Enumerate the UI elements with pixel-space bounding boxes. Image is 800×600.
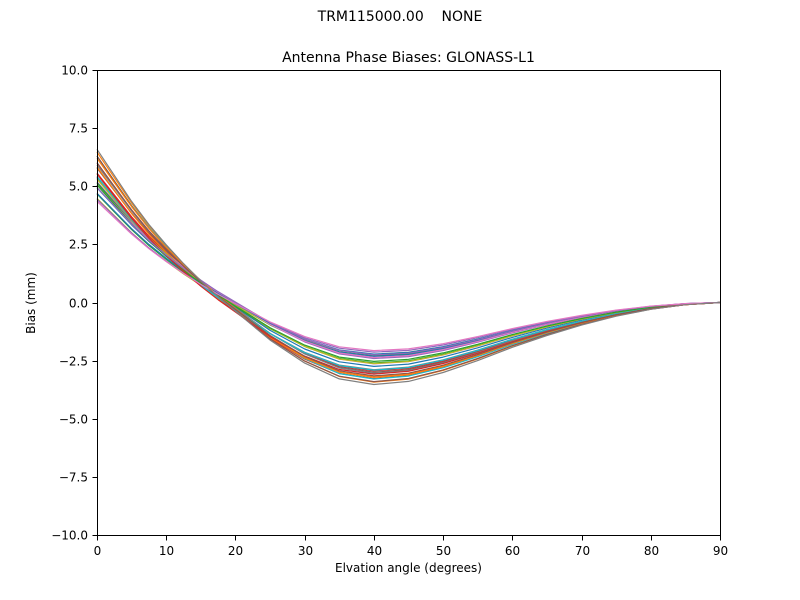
x-tick-label: 80 [644,544,659,558]
series-line-2 [96,151,721,383]
y-tick-label: 0.0 [69,297,88,311]
x-tick-label: 50 [436,544,451,558]
x-tick-label: 60 [505,544,520,558]
figure-suptitle: TRM115000.00 NONE [317,9,483,25]
y-tick-label: 5.0 [69,180,88,194]
chart-title: Antenna Phase Biases: GLONASS-L1 [282,50,535,66]
x-tick-label: 70 [575,544,590,558]
series-line-25 [96,187,721,356]
x-tick-label: 10 [159,544,174,558]
y-tick-label: 7.5 [69,122,88,136]
x-axis-label: Elvation angle (degrees) [335,561,482,575]
x-tick-label: 90 [713,544,728,558]
x-tick-label: 40 [367,544,382,558]
axes-frame [97,70,721,536]
y-tick-label: −2.5 [59,355,88,369]
x-tick-label: 0 [94,544,102,558]
series-line-26 [96,162,721,377]
x-tick-label: 30 [298,544,313,558]
y-tick-label: 2.5 [69,238,88,252]
series-line-10 [96,155,721,380]
series-line-16 [96,155,721,383]
series-line-18 [96,164,721,374]
y-tick-label: −5.0 [59,413,88,427]
y-tick-label: −7.5 [59,471,88,485]
series-line-27 [96,200,721,352]
series-line-22 [96,157,721,378]
y-tick-label: −10.0 [51,529,88,543]
y-tick-label: 10.0 [61,64,88,78]
series-line-28 [96,148,721,386]
x-tick-label: 20 [228,544,243,558]
series-line-23 [96,184,721,362]
